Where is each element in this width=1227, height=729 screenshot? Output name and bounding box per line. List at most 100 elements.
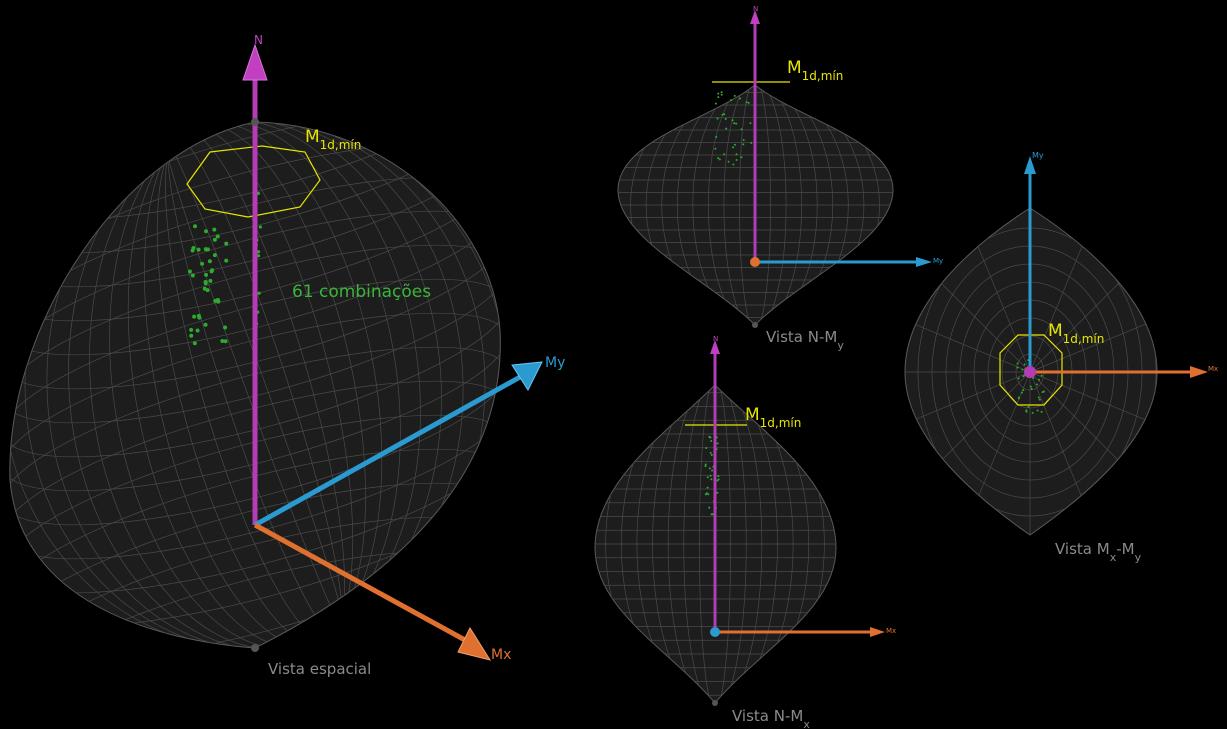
parallel — [9, 142, 501, 322]
parallel — [9, 482, 501, 648]
point — [709, 474, 712, 477]
point — [192, 314, 197, 319]
vertex — [251, 118, 259, 126]
point — [716, 479, 719, 482]
origin — [1024, 366, 1036, 378]
point — [190, 273, 195, 278]
axis-my — [253, 374, 522, 528]
parallel — [9, 550, 501, 648]
point — [720, 93, 723, 96]
axis-label: My — [1032, 151, 1044, 160]
point — [723, 113, 726, 116]
vertex — [752, 322, 758, 328]
point — [735, 158, 738, 161]
parallel — [9, 346, 501, 526]
point — [749, 122, 752, 125]
point — [708, 506, 711, 509]
point — [710, 478, 713, 481]
caption: Vista N-Mx — [732, 707, 810, 729]
vertex — [712, 700, 718, 706]
point — [715, 136, 718, 139]
point — [1017, 377, 1020, 380]
point — [750, 141, 753, 144]
point — [212, 237, 217, 242]
point — [223, 339, 228, 344]
spoke — [905, 295, 1031, 373]
point — [710, 440, 713, 443]
point — [731, 119, 734, 122]
point — [738, 97, 741, 100]
spoke — [1029, 371, 1157, 449]
point — [723, 153, 726, 156]
label-sub: 1d,mín — [760, 416, 802, 430]
point — [732, 163, 735, 166]
label-sub: 1d,mín — [320, 138, 362, 152]
arrow-n — [710, 340, 720, 354]
label-main: M — [305, 127, 320, 147]
point — [196, 247, 201, 252]
parallel — [9, 176, 501, 356]
combination-points — [1016, 359, 1045, 414]
axis-label: Mx — [1208, 365, 1218, 373]
parallel — [9, 244, 501, 424]
point — [1027, 405, 1030, 408]
point — [210, 268, 215, 273]
point — [257, 291, 261, 295]
caption-main: Vista N-M — [766, 328, 837, 346]
meridian — [46, 122, 464, 648]
parallel — [9, 380, 501, 560]
point — [717, 92, 720, 95]
point — [1035, 383, 1038, 386]
caption: Vista Mx-My — [1055, 540, 1142, 564]
meridian — [68, 122, 442, 648]
point — [1042, 390, 1045, 393]
point — [187, 269, 192, 274]
point — [1023, 363, 1026, 366]
caption: Vista N-My — [766, 328, 844, 352]
point — [705, 447, 708, 450]
point — [191, 245, 196, 250]
parallel — [9, 312, 501, 492]
caption-main: -M — [1116, 540, 1134, 558]
point — [258, 225, 262, 229]
point — [1020, 391, 1023, 394]
meridian — [24, 122, 486, 648]
limit-octagon — [999, 334, 1063, 406]
point — [725, 127, 728, 130]
point — [212, 253, 217, 258]
caption-main: Vista N-M — [732, 707, 803, 725]
point — [189, 327, 194, 332]
point — [1038, 378, 1041, 381]
point — [189, 333, 194, 338]
origin — [710, 627, 720, 637]
point — [1032, 377, 1035, 380]
point — [709, 451, 712, 454]
vertex — [251, 644, 259, 652]
arrow-my — [511, 361, 543, 392]
point — [1025, 409, 1028, 412]
label-main: M — [745, 405, 760, 425]
point — [745, 101, 748, 104]
point — [1022, 375, 1025, 378]
point — [705, 492, 708, 495]
point — [718, 158, 721, 161]
limit-octagon — [186, 145, 321, 218]
point — [215, 234, 220, 239]
axis-label: Mx — [491, 647, 511, 663]
point — [202, 286, 207, 291]
point — [711, 469, 714, 472]
point — [204, 229, 209, 234]
point — [256, 250, 261, 254]
point — [704, 463, 707, 466]
arrow-n — [242, 43, 268, 81]
point — [714, 102, 717, 105]
axis-label: N — [753, 5, 758, 13]
caption-sub: y — [837, 339, 844, 352]
point — [721, 113, 724, 116]
point — [1030, 388, 1033, 391]
limit-label: M1d,mín — [1048, 321, 1104, 346]
point — [716, 491, 719, 494]
caption-sub: x — [1110, 551, 1117, 564]
point — [727, 160, 730, 163]
